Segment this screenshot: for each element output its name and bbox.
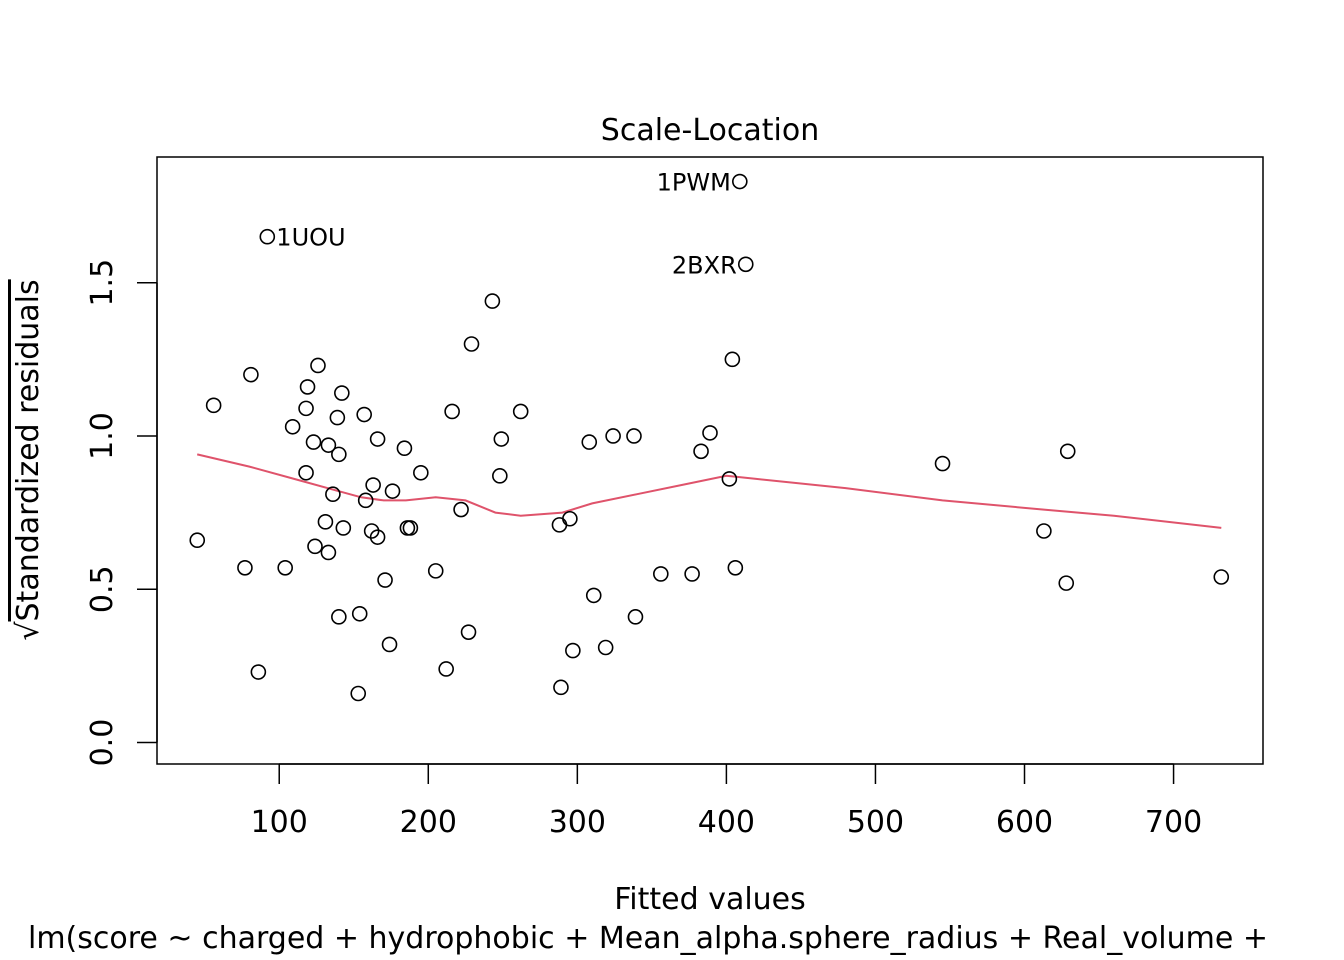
y-tick-label: 0.5 xyxy=(85,565,120,613)
data-point xyxy=(453,501,469,518)
data-point xyxy=(317,514,334,530)
y-tick-label: 0.0 xyxy=(85,719,120,767)
data-point xyxy=(369,431,386,447)
point-label: 1PWM xyxy=(657,169,731,197)
data-point xyxy=(702,425,718,441)
x-tick-label: 700 xyxy=(1145,805,1202,840)
model-formula-subtitle: lm(score ~ charged + hydrophobic + Mean_… xyxy=(28,921,1268,956)
data-point xyxy=(396,440,413,457)
data-point xyxy=(350,685,367,702)
data-point xyxy=(325,486,341,503)
data-point xyxy=(460,624,477,640)
data-point xyxy=(365,477,381,493)
data-point xyxy=(463,336,480,352)
data-point xyxy=(305,434,322,450)
data-point xyxy=(1036,523,1052,539)
data-point xyxy=(605,428,621,444)
data-point xyxy=(243,366,259,383)
data-point xyxy=(351,605,368,622)
data-point xyxy=(356,406,372,423)
point-label: 2BXR xyxy=(672,251,737,279)
smooth-line-layer xyxy=(196,453,1222,529)
chart-title: Scale-Location xyxy=(601,113,819,148)
data-point xyxy=(492,468,508,484)
y-axis: 0.0 0.5 1.0 1.5 xyxy=(85,259,158,767)
data-point xyxy=(381,636,398,653)
data-point xyxy=(335,520,352,536)
data-point xyxy=(732,173,748,190)
x-tick-label: 300 xyxy=(549,805,606,840)
data-point xyxy=(653,566,669,582)
data-point xyxy=(310,357,326,374)
data-point xyxy=(357,492,374,509)
data-point xyxy=(724,351,741,368)
point-label: 1UOU xyxy=(276,224,345,252)
data-point xyxy=(298,400,314,417)
data-point xyxy=(237,559,253,576)
x-tick-label: 200 xyxy=(400,805,457,840)
y-axis-label-text: Standardized residuals xyxy=(11,279,46,621)
data-point xyxy=(626,428,642,444)
data-point xyxy=(402,520,419,536)
data-point xyxy=(1059,443,1076,460)
data-point xyxy=(413,464,429,481)
data-point xyxy=(205,397,222,414)
data-point xyxy=(627,609,644,625)
data-point xyxy=(1213,569,1230,585)
data-point xyxy=(427,563,444,579)
data-point xyxy=(585,587,602,604)
data-point xyxy=(597,639,614,656)
data-point xyxy=(553,679,569,696)
y-axis-label: √Standardized residuals xyxy=(11,279,46,640)
data-point xyxy=(565,642,581,659)
data-point xyxy=(727,559,744,576)
x-axis: 100 200 300 400 500 600 700 xyxy=(251,763,1202,840)
data-point xyxy=(189,532,206,549)
data-point xyxy=(684,566,700,582)
data-point xyxy=(444,403,460,420)
data-point xyxy=(581,434,598,450)
x-tick-label: 100 xyxy=(251,805,308,840)
data-point xyxy=(512,403,529,420)
x-tick-label: 500 xyxy=(847,805,904,840)
data-point xyxy=(259,228,276,245)
data-point xyxy=(334,385,350,401)
data-point xyxy=(298,464,314,481)
smooth-trend-line xyxy=(196,453,1222,529)
y-axis-label-sqrt-sign: √ xyxy=(11,621,46,641)
x-axis-label: Fitted values xyxy=(614,882,806,917)
data-point xyxy=(299,379,316,395)
x-tick-label: 400 xyxy=(698,805,755,840)
data-point xyxy=(320,437,337,453)
y-tick-label: 1.5 xyxy=(85,259,120,307)
data-point xyxy=(307,538,323,555)
data-point xyxy=(329,409,346,426)
data-point xyxy=(737,256,754,273)
data-point xyxy=(934,455,951,472)
data-point xyxy=(551,517,568,533)
data-point xyxy=(693,443,709,460)
point-labels-layer: 1PWM 1UOU 2BXR xyxy=(276,169,736,280)
data-point xyxy=(721,471,738,487)
data-point xyxy=(384,483,401,499)
data-point xyxy=(284,418,301,435)
data-point xyxy=(1058,575,1075,591)
data-point xyxy=(320,544,337,561)
x-tick-label: 600 xyxy=(996,805,1053,840)
data-point xyxy=(331,446,347,463)
data-point xyxy=(377,572,393,588)
y-tick-label: 1.0 xyxy=(85,412,120,460)
data-point xyxy=(331,609,347,625)
data-point xyxy=(493,431,510,447)
data-point xyxy=(438,661,454,677)
data-point xyxy=(277,559,293,576)
points-layer xyxy=(189,173,1230,702)
data-point xyxy=(369,529,386,545)
data-point xyxy=(250,664,267,680)
data-point xyxy=(484,293,501,309)
